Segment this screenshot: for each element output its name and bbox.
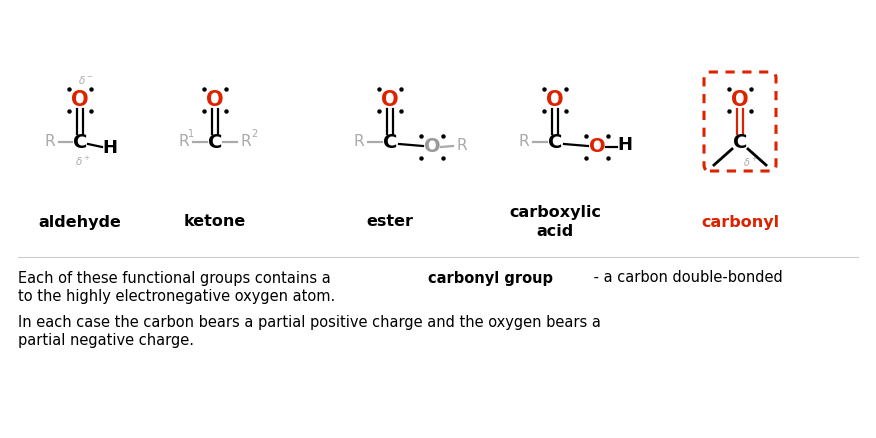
Text: carboxylic
acid: carboxylic acid [509, 205, 601, 239]
Text: ketone: ketone [184, 215, 246, 230]
Text: C: C [383, 134, 397, 152]
Text: O: O [71, 90, 88, 110]
Text: O: O [206, 90, 223, 110]
Text: R: R [45, 134, 55, 148]
Text: O: O [547, 90, 564, 110]
Text: O: O [381, 90, 399, 110]
Text: O: O [731, 90, 749, 110]
Text: ester: ester [366, 215, 413, 230]
Text: R: R [354, 134, 364, 148]
Text: C: C [733, 134, 747, 152]
Text: carbonyl group: carbonyl group [427, 271, 553, 286]
Text: - a carbon double-bonded: - a carbon double-bonded [589, 271, 782, 286]
Text: partial negative charge.: partial negative charge. [18, 332, 194, 347]
Text: H: H [618, 136, 632, 154]
Text: to the highly electronegative oxygen atom.: to the highly electronegative oxygen ato… [18, 289, 336, 304]
Text: H: H [102, 139, 117, 157]
Text: R: R [519, 134, 529, 148]
Text: C: C [73, 134, 88, 152]
Text: $\delta^-$: $\delta^-$ [78, 74, 94, 86]
Text: carbonyl: carbonyl [701, 215, 779, 230]
Text: O: O [424, 138, 441, 156]
Text: $\delta^+$: $\delta^+$ [75, 155, 91, 168]
Text: aldehyde: aldehyde [39, 215, 122, 230]
Text: O: O [589, 138, 605, 156]
Text: R: R [241, 134, 251, 148]
Text: $\delta^+$: $\delta^+$ [743, 155, 758, 169]
Text: R: R [179, 134, 189, 148]
Text: C: C [548, 134, 562, 152]
Text: R: R [456, 138, 467, 152]
Text: Each of these functional groups contains a: Each of these functional groups contains… [18, 271, 336, 286]
Text: C: C [208, 134, 223, 152]
Text: 1: 1 [188, 129, 194, 139]
Text: 2: 2 [251, 129, 258, 139]
Text: In each case the carbon bears a partial positive charge and the oxygen bears a: In each case the carbon bears a partial … [18, 314, 601, 329]
